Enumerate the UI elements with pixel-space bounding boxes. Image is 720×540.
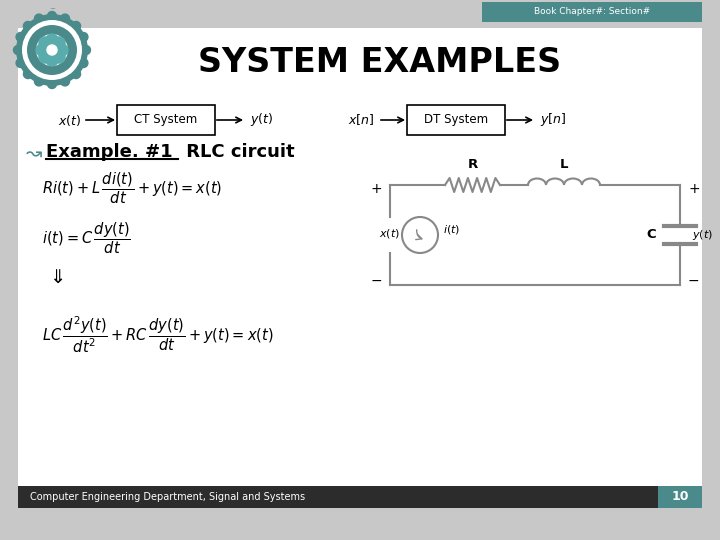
Circle shape <box>48 11 56 21</box>
Circle shape <box>60 14 70 23</box>
Circle shape <box>46 54 58 66</box>
Circle shape <box>53 51 65 63</box>
Text: $\rightsquigarrow$: $\rightsquigarrow$ <box>22 143 44 161</box>
Circle shape <box>36 34 68 66</box>
Circle shape <box>24 70 32 78</box>
Circle shape <box>60 77 70 86</box>
Circle shape <box>27 25 77 75</box>
Text: Computer Engineering Department, Signal and Systems: Computer Engineering Department, Signal … <box>30 492 305 502</box>
Text: $LC\,\dfrac{d^2y(t)}{dt^2} + RC\,\dfrac{dy(t)}{dt} + y(t) = x(t)$: $LC\,\dfrac{d^2y(t)}{dt^2} + RC\,\dfrac{… <box>42 314 274 355</box>
Text: −: − <box>688 274 700 288</box>
Circle shape <box>47 45 57 55</box>
Circle shape <box>24 22 32 30</box>
Circle shape <box>81 45 91 55</box>
Circle shape <box>35 77 43 86</box>
Text: C: C <box>647 228 656 241</box>
Text: +: + <box>370 182 382 196</box>
Circle shape <box>71 70 81 78</box>
Text: −: − <box>370 274 382 288</box>
Text: $i(t)$: $i(t)$ <box>443 222 460 235</box>
Circle shape <box>71 22 81 30</box>
Text: $\Downarrow$: $\Downarrow$ <box>46 267 64 287</box>
Text: Example. #1: Example. #1 <box>46 143 173 161</box>
Text: $y[n]$: $y[n]$ <box>540 111 567 129</box>
Circle shape <box>46 34 58 46</box>
Text: $x[n]$: $x[n]$ <box>348 112 374 127</box>
Circle shape <box>22 20 82 80</box>
Text: DT System: DT System <box>424 113 488 126</box>
Text: $x(t)$: $x(t)$ <box>379 226 400 240</box>
Text: ~: ~ <box>49 6 55 12</box>
Circle shape <box>39 37 51 49</box>
Circle shape <box>39 51 51 63</box>
Text: $y(t)$: $y(t)$ <box>692 228 713 242</box>
Circle shape <box>53 37 65 49</box>
FancyBboxPatch shape <box>407 105 505 135</box>
FancyBboxPatch shape <box>18 28 702 508</box>
Text: $Ri(t) + L\,\dfrac{di(t)}{dt} + y(t) = x(t)$: $Ri(t) + L\,\dfrac{di(t)}{dt} + y(t) = x… <box>42 170 222 206</box>
Text: CT System: CT System <box>135 113 197 126</box>
Text: RLC circuit: RLC circuit <box>180 143 294 161</box>
FancyBboxPatch shape <box>18 486 702 508</box>
Circle shape <box>56 44 68 56</box>
Text: +: + <box>688 182 700 196</box>
Circle shape <box>16 58 25 68</box>
Text: $i(t) = C\,\dfrac{dy(t)}{dt}$: $i(t) = C\,\dfrac{dy(t)}{dt}$ <box>42 220 131 256</box>
Circle shape <box>79 58 88 68</box>
Text: Book Chapter#: Section#: Book Chapter#: Section# <box>534 8 650 17</box>
FancyBboxPatch shape <box>658 486 702 508</box>
Text: 10: 10 <box>671 490 689 503</box>
FancyBboxPatch shape <box>117 105 215 135</box>
Circle shape <box>79 32 88 42</box>
Text: $x(t)$: $x(t)$ <box>58 112 81 127</box>
Circle shape <box>14 45 22 55</box>
Circle shape <box>35 14 43 23</box>
FancyBboxPatch shape <box>482 2 702 22</box>
Circle shape <box>48 79 56 89</box>
Text: L: L <box>559 158 568 171</box>
Circle shape <box>16 32 25 42</box>
Text: SYSTEM EXAMPLES: SYSTEM EXAMPLES <box>199 45 562 78</box>
Circle shape <box>16 14 88 86</box>
Circle shape <box>36 44 48 56</box>
Text: $y(t)$: $y(t)$ <box>250 111 274 129</box>
Text: R: R <box>467 158 477 171</box>
